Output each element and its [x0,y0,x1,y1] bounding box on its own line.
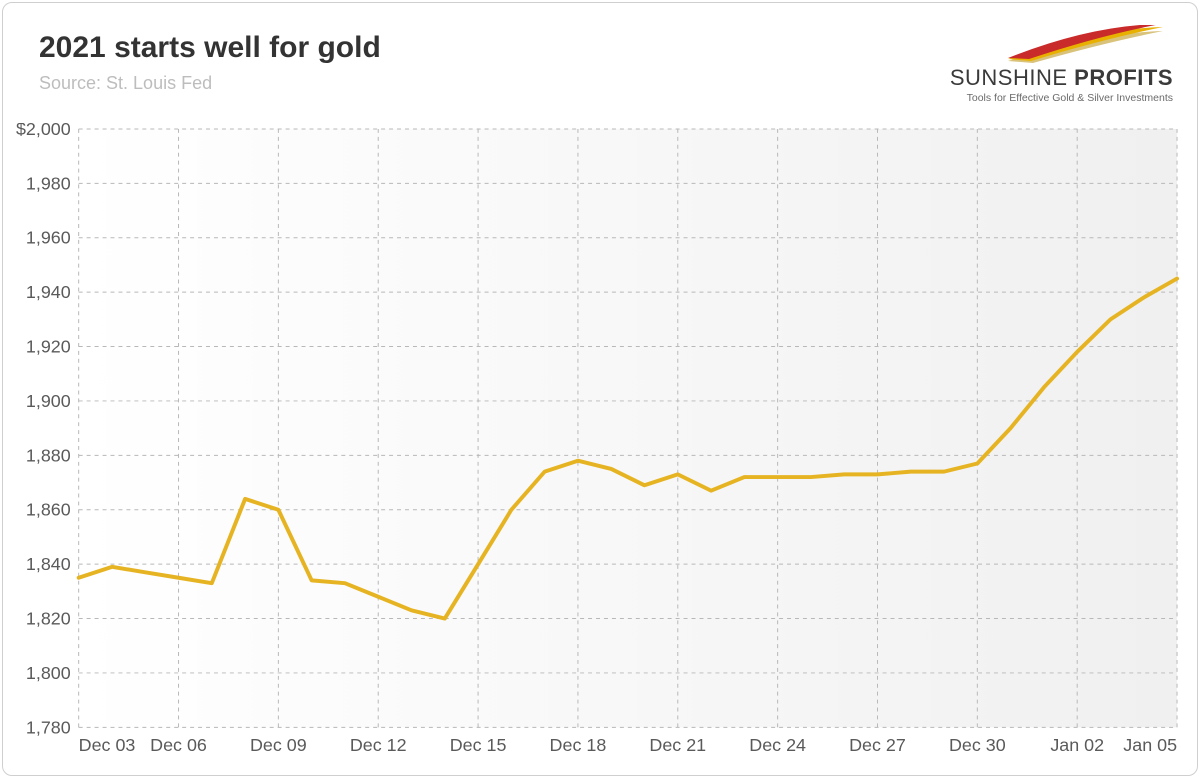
y-axis-label: 1,780 [26,717,71,737]
x-axis-label: Dec 09 [250,735,307,755]
logo-tagline: Tools for Effective Gold & Silver Invest… [913,92,1173,104]
x-axis-label: Dec 24 [749,735,806,755]
x-axis-label: Dec 27 [849,735,906,755]
y-axis-label: 1,840 [26,554,71,574]
x-axis-label: Dec 21 [649,735,706,755]
x-axis-label: Dec 18 [550,735,607,755]
y-axis-label: 1,920 [26,337,71,357]
logo-name-part1: SUNSHINE [950,65,1068,90]
y-axis-label: 1,960 [26,228,71,248]
x-axis-label: Dec 03 [79,735,136,755]
x-axis-label: Jan 05 [1123,735,1177,755]
x-axis-label: Dec 30 [949,735,1006,755]
x-axis-label: Dec 12 [350,735,407,755]
y-axis-label: 1,860 [26,500,71,520]
line-chart: $2,000 1,980 1,960 1,940 1,920 1,900 1,880 1,86… [15,123,1185,763]
brand-logo: SUNSHINE PROFITS Tools for Effective Gol… [913,25,1173,104]
y-axis-label: $2,000 [16,123,71,139]
y-axis-label: 1,820 [26,609,71,629]
y-axis-label: 1,980 [26,173,71,193]
chart-area: $2,000 1,980 1,960 1,940 1,920 1,900 1,880 1,86… [15,123,1185,763]
chart-card: 2021 starts well for gold Source: St. Lo… [2,2,1198,776]
y-axis-label: 1,900 [26,391,71,411]
y-axis-label: 1,800 [26,663,71,683]
x-axis-label: Dec 15 [450,735,507,755]
logo-swoosh-icon [1003,25,1173,67]
chart-source: Source: St. Louis Fed [39,73,212,94]
x-axis-label: Jan 02 [1050,735,1104,755]
y-axis-label: 1,880 [26,445,71,465]
logo-name-part2: PROFITS [1074,65,1173,90]
logo-name: SUNSHINE PROFITS [913,65,1173,91]
y-axis-label: 1,940 [26,282,71,302]
x-axis-label: Dec 06 [150,735,207,755]
chart-title: 2021 starts well for gold [39,31,381,65]
